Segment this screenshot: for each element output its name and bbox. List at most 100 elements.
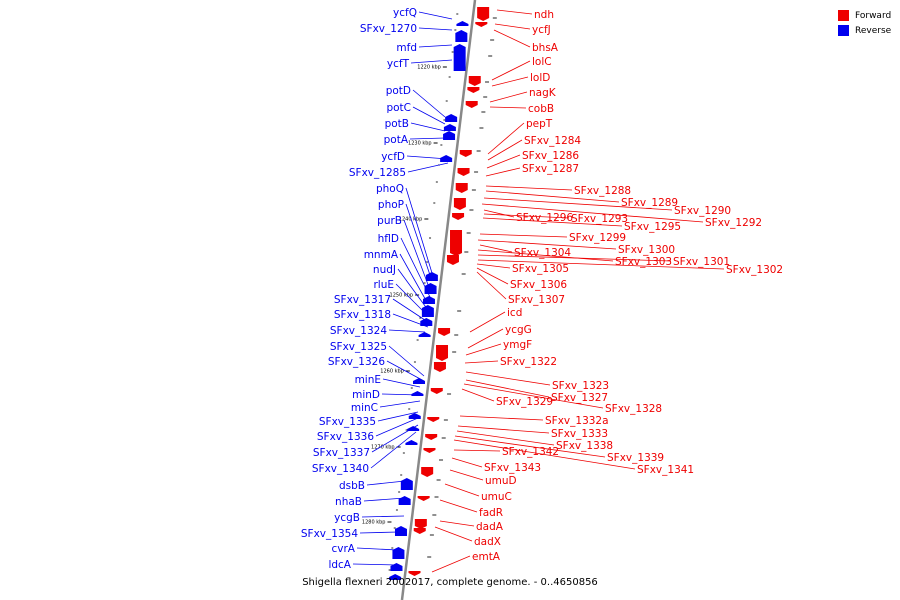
forward-gene-icd: icd: [469, 307, 522, 333]
reverse-gene-label: dsbB: [339, 480, 365, 492]
forward-gene-glyph: [417, 496, 430, 501]
forward-gene-glyph: [436, 345, 449, 361]
forward-gene-dadx: dadX: [434, 526, 501, 548]
reverse-gene-ycfd: ycfD: [381, 151, 449, 163]
forward-gene-pept: pepT: [487, 118, 553, 155]
reverse-gene-leader: [386, 360, 425, 382]
forward-gene-nagk: nagK: [489, 87, 557, 103]
forward-gene-sfxv-1292: SFxv_1292: [481, 203, 762, 229]
forward-gene-glyph: [457, 168, 470, 176]
reverse-gene-leader: [366, 480, 406, 486]
reverse-gene-label: potD: [386, 85, 411, 97]
forward-gene-label: umuC: [481, 491, 512, 503]
forward-gene-sfxv-1333: SFxv_1333: [457, 425, 608, 440]
reverse-gene-label: ycfD: [381, 151, 405, 163]
reverse-gene-ycfq: ycfQ: [393, 7, 453, 20]
reverse-gene-label: mnmA: [364, 249, 399, 261]
forward-gene-glyph: [423, 448, 436, 453]
forward-gene-label: SFxv_1322: [500, 356, 557, 368]
forward-gene-label: SFxv_1293: [571, 213, 628, 225]
reverse-gene-glyph: [408, 413, 421, 419]
forward-gene-leader: [465, 379, 550, 398]
reverse-gene-label: potC: [386, 102, 411, 114]
forward-gene-label: SFxv_1286: [522, 150, 579, 162]
reverse-gene-glyph: [456, 21, 469, 26]
forward-gene-leader: [494, 23, 531, 30]
forward-gene-label: SFxv_1341: [637, 464, 694, 476]
forward-gene-label: SFxv_1327: [551, 392, 608, 404]
forward-gene-leader: [491, 76, 529, 87]
scale-tick-label: 1270 kbp: [371, 445, 395, 451]
reverse-gene-label: purB: [377, 215, 402, 227]
forward-gene-emta: emtA: [431, 551, 501, 573]
forward-gene-leader: [496, 9, 533, 15]
forward-gene-leader: [476, 263, 511, 269]
forward-gene-sfxv-1338: SFxv_1338: [456, 430, 613, 452]
forward-gene-leader: [481, 203, 704, 223]
forward-gene-leader: [454, 435, 606, 458]
forward-gene-leader: [482, 217, 623, 227]
forward-gene-glyph: [446, 255, 459, 265]
reverse-gene-label: nhaB: [335, 496, 362, 508]
reverse-gene-leader: [375, 417, 419, 437]
forward-gene-leader: [477, 259, 725, 270]
forward-gene-sfxv-1306: SFxv_1306: [476, 267, 567, 291]
reverse-gene-glyph: [425, 272, 438, 281]
reverse-gene-label: SFxv_1285: [349, 167, 406, 179]
reverse-gene-mnma: mnmA: [364, 249, 429, 305]
reverse-gene-glyph: [422, 296, 435, 304]
forward-gene-leader: [453, 439, 636, 470]
reverse-gene-leader: [388, 329, 426, 333]
reverse-gene-label: phoP: [378, 199, 404, 211]
reverse-gene-label: SFxv_1270: [360, 23, 417, 35]
forward-gene-label: bhsA: [532, 42, 559, 54]
forward-gene-sfxv-1284: SFxv_1284: [487, 135, 581, 161]
legend-label-reverse: Reverse: [855, 25, 892, 36]
forward-gene-label: SFxv_1306: [510, 279, 567, 291]
forward-gene-leader: [487, 122, 525, 155]
reverse-gene-minc: minC: [351, 400, 421, 414]
forward-gene-leader: [459, 415, 544, 421]
forward-gene-label: icd: [507, 307, 522, 319]
forward-gene-bhsa: bhsA: [493, 29, 559, 54]
forward-gene-label: SFxv_1323: [552, 380, 609, 392]
forward-gene-glyph: [450, 230, 463, 256]
reverse-gene-leader: [405, 203, 433, 282]
reverse-gene-glyph: [455, 30, 468, 42]
forward-gene-label: SFxv_1305: [512, 263, 569, 275]
forward-gene-sfxv-1328: SFxv_1328: [463, 383, 662, 415]
forward-gene-label: SFxv_1288: [574, 185, 631, 197]
reverse-gene-leader: [418, 11, 453, 20]
forward-gene-label: SFxv_1329: [496, 396, 553, 408]
reverse-gene-leader: [400, 237, 431, 298]
reverse-gene-phoq: phoQ: [376, 183, 433, 274]
forward-gene-lolc: lolC: [491, 56, 552, 81]
forward-gene-glyph: [427, 417, 440, 422]
forward-gene-label: SFxv_1339: [607, 452, 664, 464]
forward-gene-leader: [431, 555, 471, 573]
reverse-gene-leader: [352, 563, 399, 566]
forward-gene-cobb: cobB: [489, 103, 554, 115]
forward-gene-sfxv-1307: SFxv_1307: [476, 271, 565, 306]
reverse-gene-label: minE: [355, 374, 381, 386]
forward-gene-umud: umuD: [449, 469, 517, 487]
reverse-gene-glyph: [405, 440, 418, 445]
forward-gene-leader: [489, 106, 527, 109]
reverse-gene-leader: [379, 400, 421, 408]
scale-tick-label: 1220 kbp: [417, 65, 441, 71]
reverse-gene-potd: potD: [386, 85, 446, 118]
forward-gene-label: emtA: [472, 551, 501, 563]
forward-gene-sfxv-1342: SFxv_1342: [453, 446, 559, 458]
forward-gene-label: SFxv_1303: [615, 256, 672, 268]
forward-gene-leader: [439, 499, 478, 513]
forward-gene-leader: [485, 185, 573, 191]
reverse-gene-leader: [363, 497, 406, 502]
reverse-gene-hfld: hflD: [378, 233, 431, 298]
forward-gene-sfxv-1295: SFxv_1295: [482, 217, 681, 233]
forward-gene-label: SFxv_1290: [674, 205, 731, 217]
forward-gene-leader: [485, 190, 620, 203]
reverse-gene-label: SFxv_1324: [330, 325, 387, 337]
forward-gene-glyph: [475, 22, 488, 27]
forward-gene-leader: [491, 60, 531, 81]
